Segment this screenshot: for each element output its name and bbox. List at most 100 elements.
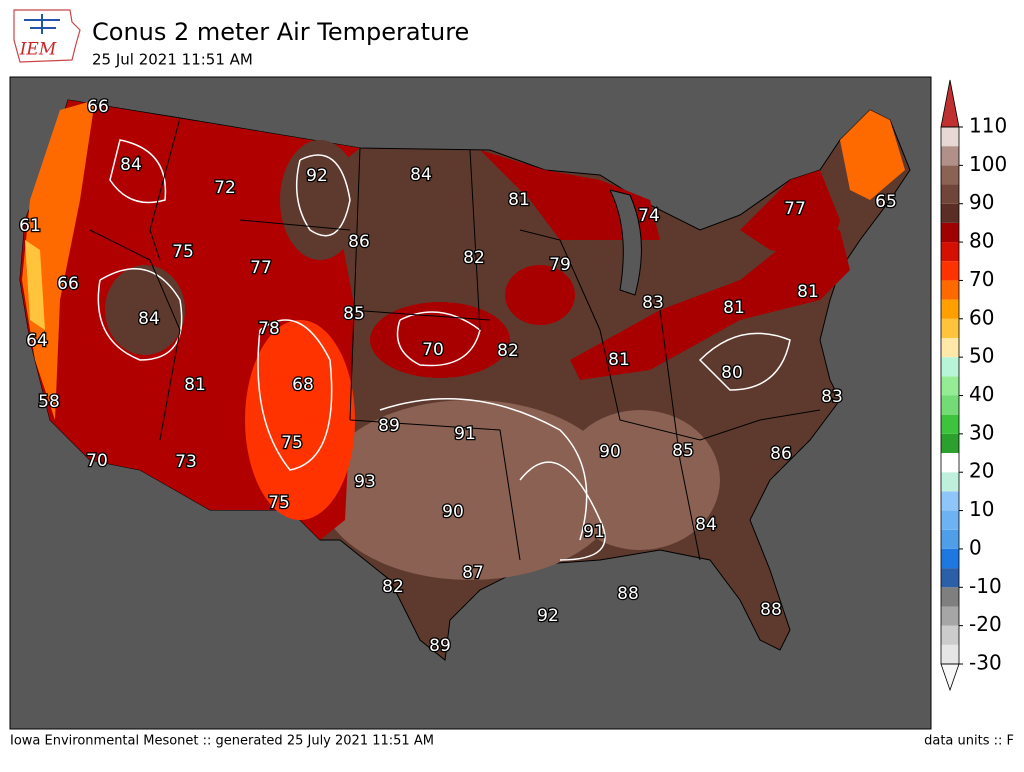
footer-right: data units :: F bbox=[924, 734, 1014, 749]
station-value: 77 bbox=[250, 258, 272, 278]
colorbar-segment bbox=[941, 337, 959, 358]
logo-icon bbox=[24, 14, 60, 34]
colorbar-segment bbox=[941, 146, 959, 166]
colorbar-segment bbox=[941, 606, 959, 626]
warm-region bbox=[105, 265, 185, 355]
subtitle: 25 Jul 2021 11:51 AM bbox=[92, 51, 253, 69]
cool-region bbox=[370, 302, 510, 378]
colorbar-over bbox=[940, 79, 960, 128]
cool-region bbox=[505, 265, 575, 325]
footer-left: Iowa Environmental Mesonet :: generated … bbox=[10, 734, 434, 749]
cool-region bbox=[480, 150, 660, 240]
colorbar-segment bbox=[941, 644, 959, 664]
station-value: 79 bbox=[549, 255, 571, 275]
station-value: 87 bbox=[462, 563, 484, 583]
colorbar-segment bbox=[941, 625, 959, 645]
station-value: 82 bbox=[382, 577, 404, 597]
colorbar-tick-label: 40 bbox=[969, 382, 994, 406]
station-value: 80 bbox=[721, 363, 743, 383]
colorbar-segment bbox=[941, 568, 959, 588]
station-value: 75 bbox=[172, 242, 194, 262]
cool-region bbox=[840, 110, 905, 200]
warm-region bbox=[320, 400, 620, 580]
colorbar-tick-label: 110 bbox=[969, 114, 1007, 138]
colorbar-tick-label: -10 bbox=[969, 574, 1002, 598]
station-value: 64 bbox=[26, 331, 48, 351]
cool-region bbox=[570, 230, 850, 380]
colorbar-segment bbox=[941, 472, 959, 492]
station-value: 81 bbox=[608, 350, 630, 370]
colorbar-segment bbox=[941, 587, 959, 607]
station-value: 83 bbox=[821, 387, 843, 407]
station-value: 86 bbox=[348, 232, 370, 252]
logo-text: IEM bbox=[19, 40, 57, 60]
station-labels: 66 84 61 72 92 84 81 74 77 65 75 86 82 79 66 84 77 85 78 83… bbox=[18, 96, 898, 658]
colorbar-segment bbox=[941, 242, 959, 262]
station-value: 85 bbox=[343, 304, 365, 324]
colorbar-segment bbox=[941, 491, 959, 511]
colorbar-tick-label: 70 bbox=[969, 267, 994, 291]
colorbar-tick-label: 0 bbox=[969, 535, 982, 559]
colorbar-segment bbox=[941, 453, 959, 473]
station-value: 81 bbox=[797, 282, 819, 302]
colorbar-segment bbox=[941, 433, 959, 454]
cool-region bbox=[245, 320, 355, 520]
station-value: 91 bbox=[454, 424, 476, 444]
colorbar-segment bbox=[941, 299, 959, 319]
warm-region bbox=[560, 410, 720, 550]
station-value: 77 bbox=[784, 199, 806, 219]
station-value: 75 bbox=[268, 493, 290, 513]
colorbar-tick-label: 90 bbox=[969, 190, 994, 214]
colorbar-segment bbox=[941, 395, 959, 415]
station-value: 85 bbox=[672, 441, 694, 461]
colorbar-segment bbox=[941, 127, 959, 147]
station-value: 92 bbox=[537, 606, 559, 626]
station-value: 66 bbox=[87, 97, 109, 117]
station-value: 75 bbox=[281, 433, 303, 453]
colorbar-tick-label: -30 bbox=[969, 651, 1002, 675]
colorbar-segment bbox=[941, 222, 959, 243]
contours bbox=[97, 139, 791, 561]
colorbar-segment bbox=[941, 548, 959, 569]
lake bbox=[609, 189, 642, 296]
station-value: 90 bbox=[442, 502, 464, 522]
station-value: 93 bbox=[354, 472, 376, 492]
colorbar-under bbox=[940, 663, 960, 692]
station-value: 70 bbox=[86, 451, 108, 471]
station-value: 72 bbox=[214, 178, 236, 198]
colorbar-segment bbox=[941, 510, 959, 530]
station-value: 74 bbox=[638, 206, 660, 226]
colorbar-tick-label: 10 bbox=[969, 497, 994, 521]
colorbar-segment bbox=[941, 261, 959, 281]
station-value: 84 bbox=[120, 155, 142, 175]
colorbar-tick-label: 60 bbox=[969, 305, 994, 329]
station-value: 78 bbox=[258, 319, 280, 339]
coast-region bbox=[25, 240, 45, 330]
logo: IEM bbox=[13, 9, 81, 63]
station-value: 90 bbox=[599, 442, 621, 462]
colorbar-segment bbox=[941, 318, 959, 338]
station-value: 84 bbox=[138, 309, 160, 329]
station-value: 84 bbox=[695, 515, 717, 535]
station-value: 89 bbox=[378, 416, 400, 436]
colorbar-segment bbox=[941, 357, 959, 377]
station-value: 83 bbox=[642, 293, 664, 313]
colorbar-segment bbox=[941, 165, 959, 185]
station-value: 65 bbox=[875, 192, 897, 212]
station-value: 81 bbox=[723, 298, 745, 318]
colorbar-tick-label: 100 bbox=[969, 152, 1007, 176]
colorbar-segment bbox=[941, 203, 959, 223]
colorbar-segment bbox=[941, 414, 959, 434]
coast-region bbox=[22, 100, 95, 420]
colorbar-tick-label: 20 bbox=[969, 459, 994, 483]
station-value: 81 bbox=[184, 375, 206, 395]
station-value: 88 bbox=[617, 584, 639, 604]
station-value: 66 bbox=[57, 274, 79, 294]
colorbar-segment bbox=[941, 184, 959, 204]
station-value: 86 bbox=[770, 444, 792, 464]
station-value: 89 bbox=[429, 636, 451, 656]
station-value: 58 bbox=[38, 392, 60, 412]
station-value: 73 bbox=[175, 452, 197, 472]
cool-region bbox=[740, 170, 840, 260]
